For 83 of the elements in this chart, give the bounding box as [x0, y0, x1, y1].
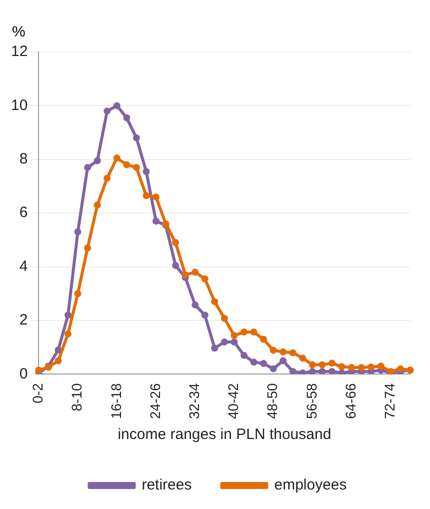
point: [54, 357, 62, 364]
y-tick-label: 4: [19, 258, 28, 275]
point: [152, 218, 160, 225]
x-tick-label: 56-58: [303, 382, 320, 420]
point: [84, 244, 92, 252]
point: [348, 364, 356, 371]
point: [358, 364, 365, 371]
point: [94, 157, 101, 164]
y-tick-label: 0: [19, 365, 28, 382]
point: [132, 134, 140, 142]
point: [299, 369, 306, 374]
x-tick-label: 72-74: [382, 382, 398, 420]
x-tick-label: 24-26: [146, 382, 163, 420]
point: [368, 363, 375, 370]
point: [152, 193, 160, 200]
y-tick-label: 6: [19, 204, 28, 222]
point: [299, 354, 306, 362]
point: [280, 357, 287, 364]
point: [240, 328, 248, 336]
point: [192, 301, 199, 308]
point: [230, 332, 238, 340]
y-tick-label: 8: [19, 150, 28, 168]
point: [64, 312, 72, 319]
point: [318, 368, 326, 374]
point: [318, 361, 326, 368]
x-tick-label: 8-10: [68, 382, 85, 412]
point: [84, 164, 92, 171]
point: [104, 174, 111, 182]
point: [182, 271, 189, 278]
x-tick-label: 32-34: [186, 382, 202, 420]
point: [220, 338, 228, 346]
y-axis-title: %: [12, 24, 26, 41]
point: [250, 328, 258, 336]
point: [192, 268, 199, 276]
point: [142, 168, 150, 175]
point: [338, 363, 346, 370]
y-tick-label: 10: [10, 96, 28, 114]
legend-label: employees: [274, 476, 347, 494]
point: [308, 361, 316, 368]
point: [74, 228, 82, 236]
legend-label: retirees: [142, 476, 192, 494]
point: [230, 338, 238, 346]
point: [308, 368, 316, 374]
x-tick-label: 16-18: [108, 382, 124, 420]
point: [211, 344, 218, 352]
point: [201, 312, 208, 319]
point: [94, 202, 101, 209]
point: [211, 298, 218, 306]
point: [289, 368, 296, 374]
point: [280, 348, 287, 356]
point: [240, 352, 248, 359]
x-axis-title: income ranges in PLN thousand: [118, 426, 332, 444]
point: [113, 102, 120, 110]
y-tick-label: 12: [10, 43, 28, 60]
point: [338, 369, 346, 374]
point: [64, 330, 72, 338]
x-tick-label: 48-50: [264, 382, 280, 420]
point: [260, 360, 268, 367]
point: [132, 164, 140, 171]
point: [328, 368, 336, 374]
point: [35, 366, 42, 374]
point: [104, 108, 111, 115]
point: [260, 336, 268, 343]
point: [172, 239, 180, 246]
point: [113, 154, 120, 162]
point: [142, 192, 150, 200]
point: [123, 161, 130, 168]
point: [270, 346, 277, 354]
point: [220, 314, 228, 322]
point: [172, 262, 180, 269]
point: [74, 290, 82, 298]
point: [396, 365, 404, 372]
x-tick-label: 0-2: [30, 382, 46, 404]
y-tick-label: 2: [19, 312, 28, 329]
point: [289, 349, 296, 356]
x-tick-label: 40-42: [225, 382, 242, 420]
point: [250, 358, 258, 366]
point: [377, 362, 384, 370]
point: [123, 114, 130, 122]
point: [201, 275, 208, 282]
point: [270, 365, 277, 372]
point: [328, 360, 336, 367]
x-tick-label: 64-66: [342, 382, 358, 420]
